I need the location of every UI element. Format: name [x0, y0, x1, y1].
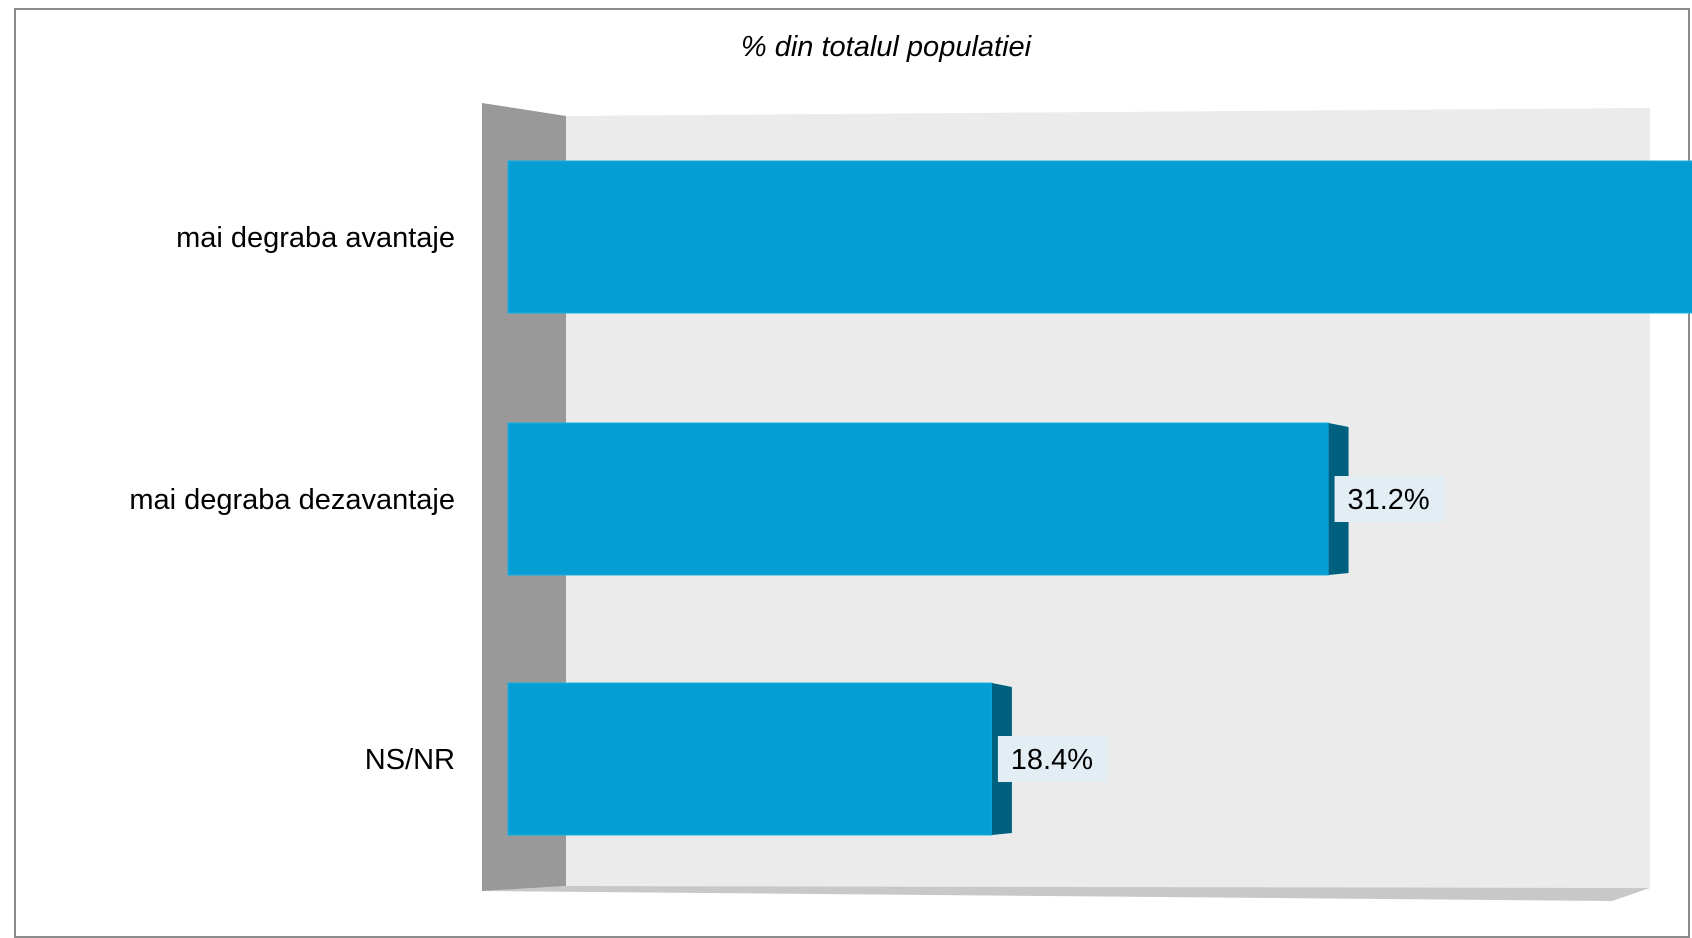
value-label-bg-3	[997, 736, 1108, 782]
value-labels: 50.3%31.2%18.4%	[997, 476, 1445, 782]
floor	[482, 886, 1650, 901]
value-label-2: 31.2%	[1347, 484, 1429, 516]
category-label-3: NS/NR	[365, 744, 455, 776]
category-label-2: mai degraba dezavantaje	[129, 484, 455, 516]
bar-3	[507, 682, 993, 836]
category-label-1: mai degraba avantaje	[176, 222, 455, 254]
value-label-3: 18.4%	[1011, 744, 1093, 776]
bar-group	[507, 160, 1692, 836]
chart-title: % din totalul populatiei	[741, 31, 1033, 63]
category-labels: mai degraba avantaje mai degraba dezavant…	[129, 222, 455, 776]
value-label-bg-2	[1334, 476, 1445, 522]
bar-2	[507, 422, 1330, 576]
bar-1	[507, 160, 1692, 314]
